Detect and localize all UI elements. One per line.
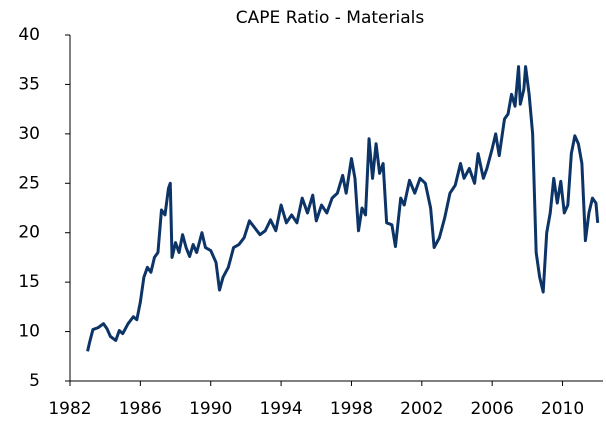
chart-title: CAPE Ratio - Materials — [236, 8, 425, 28]
x-tick-label: 1994 — [259, 399, 302, 419]
data-line — [86, 65, 600, 352]
x-tick-label: 2006 — [471, 399, 514, 419]
y-tick-label: 20 — [18, 223, 40, 243]
y-tick-label: 25 — [18, 173, 40, 193]
y-tick-label: 30 — [18, 124, 40, 144]
y-tick-label: 15 — [18, 272, 40, 292]
x-tick-label: 1990 — [189, 399, 232, 419]
x-tick-label: 1982 — [48, 399, 91, 419]
y-tick-label: 40 — [18, 25, 40, 45]
x-tick-label: 2010 — [541, 399, 584, 419]
y-tick-label: 35 — [18, 74, 40, 94]
x-tick-label: 1986 — [119, 399, 162, 419]
y-tick-label: 5 — [29, 371, 40, 391]
x-tick-label: 2002 — [400, 399, 443, 419]
x-tick-label: 1998 — [330, 399, 373, 419]
y-tick-label: 10 — [18, 322, 40, 342]
